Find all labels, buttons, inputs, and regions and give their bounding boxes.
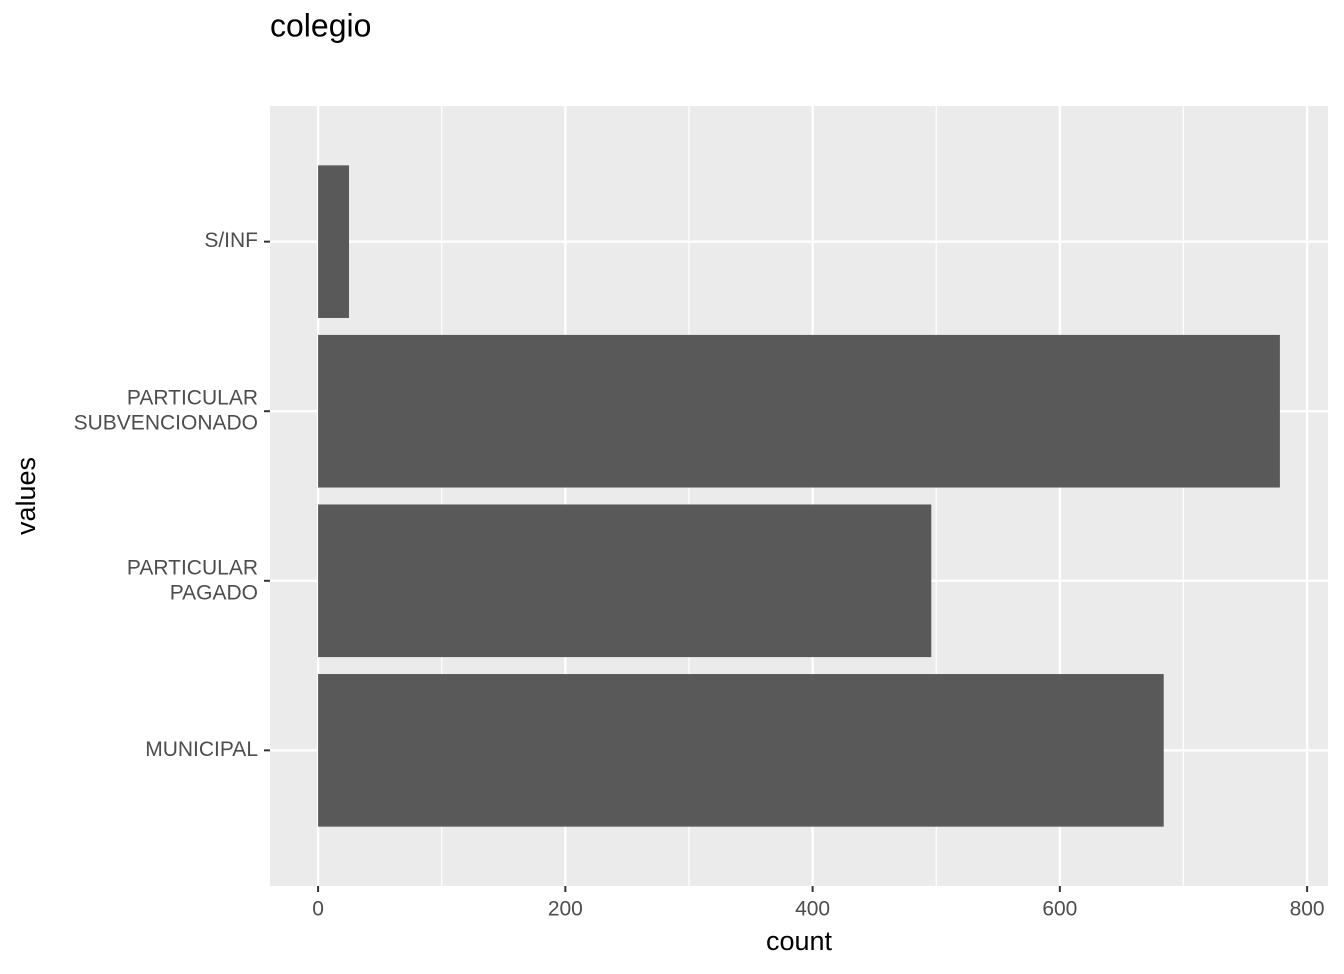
x-tick-label: 600 (1042, 898, 1077, 921)
x-tick-label: 0 (312, 898, 324, 921)
x-tick-label: 400 (795, 898, 830, 921)
x-tick-label: 800 (1290, 898, 1325, 921)
y-tick-label: PARTICULAR PAGADO (127, 556, 258, 604)
y-axis-label: values (11, 457, 41, 535)
y-tick-label: S/INF (204, 229, 258, 252)
bar (318, 674, 1164, 827)
chart-title: colegio (270, 7, 371, 43)
bar (318, 165, 349, 318)
x-tick-label: 200 (548, 898, 583, 921)
x-axis-label: count (766, 926, 833, 956)
y-tick-label: MUNICIPAL (145, 738, 258, 761)
y-tick-label: PARTICULAR SUBVENCIONADO (74, 386, 258, 434)
bar (318, 334, 1280, 488)
bar (318, 504, 932, 658)
